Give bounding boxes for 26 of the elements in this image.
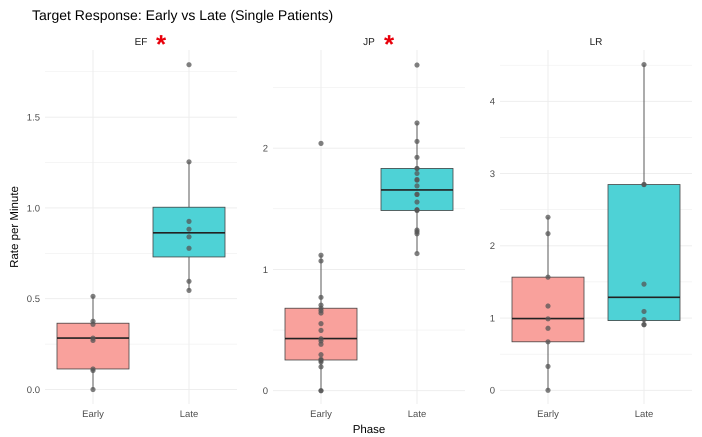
y-tick-label: 1.5: [26, 112, 40, 124]
x-tick-label: Early: [310, 409, 332, 420]
y-axis-title: Rate per Minute: [9, 186, 21, 268]
y-tick-label: 1: [262, 264, 268, 276]
chart-subtitle: EF: [134, 37, 148, 48]
x-tick-label: Early: [82, 409, 104, 420]
y-tick-label: 4: [490, 96, 495, 108]
x-tick-label: Early: [537, 409, 560, 420]
x-tick-label: Late: [634, 409, 654, 420]
y-tick-label: 2: [490, 241, 495, 252]
y-tick-label: 0.0: [26, 384, 40, 396]
y-tick-label: 2: [262, 144, 268, 155]
y-tick-label: 3: [490, 168, 495, 180]
chart-subtitle: JP: [363, 37, 376, 48]
y-tick-label: 1.0: [26, 203, 40, 214]
y-tick-label: 0: [262, 386, 268, 397]
annotation: *: [156, 29, 167, 59]
y-tick-label: 0: [490, 386, 495, 397]
x-tick-label: Late: [180, 409, 198, 420]
chart-subtitle: LR: [590, 37, 602, 48]
annotation: *: [384, 29, 395, 59]
y-tick-label: 1: [490, 313, 495, 324]
x-tick-label: Late: [408, 409, 426, 420]
y-tick-label: 0.5: [26, 294, 40, 306]
chart-title: Target Response: Early vs Late (Single Patients): [32, 7, 334, 23]
x-axis-title: Phase: [352, 424, 386, 436]
